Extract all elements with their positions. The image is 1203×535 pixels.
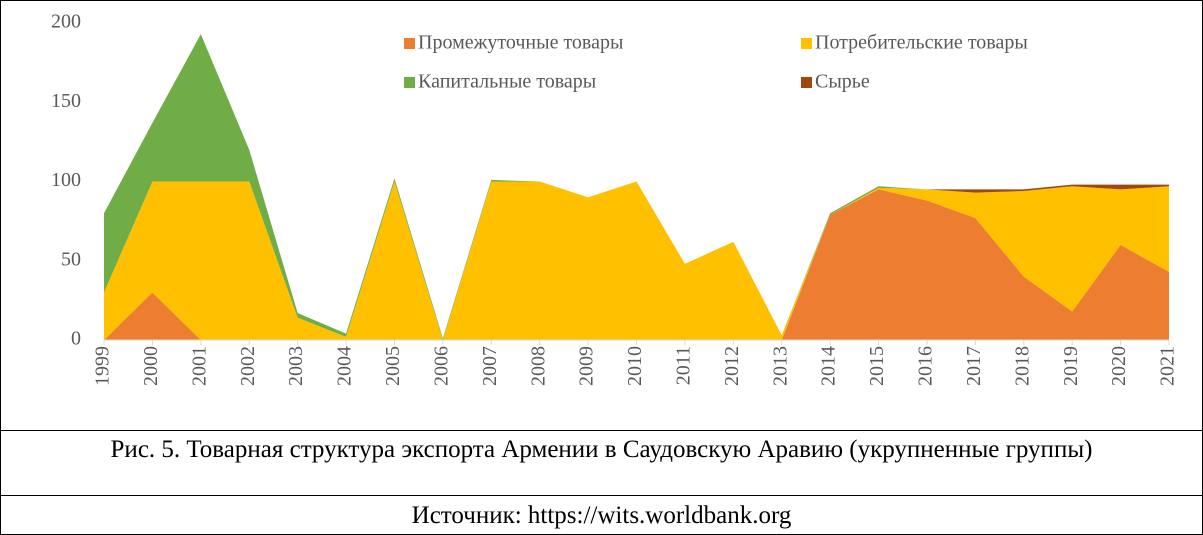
area [104,34,1169,340]
x-tick-label: 2001 [188,346,210,386]
legend-swatch [801,38,812,49]
x-tick-label: 2019 [1060,346,1082,386]
legend-label: Сырье [815,71,870,93]
y-tick-label: 200 [51,11,81,33]
area [104,189,1169,340]
x-tick-label: 2005 [382,346,404,386]
x-tick-label: 2006 [430,346,452,386]
x-tick-label: 2004 [334,346,356,386]
x-tick-label: 2012 [721,346,743,386]
chart: 0 50 100 150 200 1999 2000 2001 2002 2003 2004 2005… [51,11,1179,386]
legend-label: Промежуточные товары [418,32,623,54]
x-tick-label: 2008 [527,346,549,386]
legend-label: Капитальные товары [418,71,596,93]
x-tick-label: 2014 [818,346,840,386]
legend-swatch [404,77,415,88]
legend-label: Потребительские товары [815,32,1028,54]
x-tick-label: 2015 [866,346,888,386]
y-tick-label: 50 [61,248,81,270]
x-tick-label: 2003 [285,346,307,386]
y-tick-label: 0 [71,328,81,350]
x-tick-label: 2020 [1108,346,1130,386]
source: Источник: https://wits.worldbank.org [1,495,1202,534]
x-tick-label: 2016 [915,346,937,386]
x-tick-label: 2011 [673,346,695,385]
area [104,181,1169,340]
x-tick-label: 2017 [963,346,985,386]
x-tick-label: 2010 [624,346,646,386]
y-tick-label: 100 [51,169,81,191]
y-tick-label: 150 [51,90,81,112]
legend-swatch [404,38,415,49]
x-tick-label: 2009 [576,346,598,386]
caption: Рис. 5. Товарная структура экспорта Арме… [1,430,1202,495]
x-tick-label: 2021 [1157,346,1179,386]
legend-swatch [801,77,812,88]
x-tick-label: 2002 [237,346,259,386]
x-tick-label: 2018 [1011,346,1033,386]
x-tick-label: 1999 [92,346,114,386]
x-tick-label: 2007 [479,346,501,386]
x-tick-label: 2013 [769,346,791,386]
x-tick-label: 2000 [140,346,162,386]
